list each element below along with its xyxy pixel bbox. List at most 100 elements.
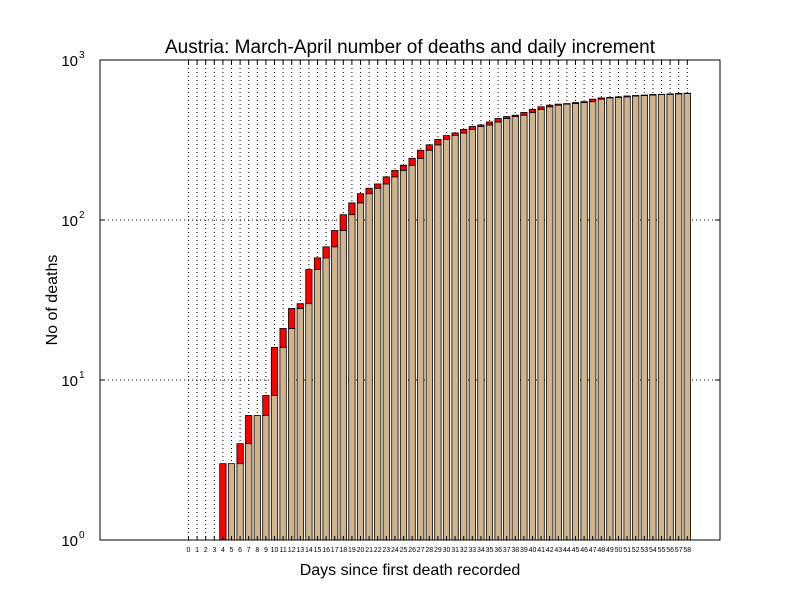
x-tick-label: 9 <box>264 547 268 554</box>
x-tick-label: 18 <box>339 547 347 554</box>
x-tick-label: 29 <box>434 547 442 554</box>
increment-bar <box>590 99 596 101</box>
x-tick-label: 14 <box>305 547 313 554</box>
y-axis-label: No of deaths <box>44 255 61 346</box>
x-tick-label: 43 <box>554 547 562 554</box>
increment-bar <box>409 158 415 165</box>
x-tick-label: 44 <box>563 547 571 554</box>
x-tick-label: 51 <box>623 547 631 554</box>
x-tick-label: 41 <box>537 547 545 554</box>
cumulative-bar <box>435 145 441 540</box>
x-tick-label: 50 <box>615 547 623 554</box>
x-tick-label: 3 <box>212 547 216 554</box>
increment-bar <box>383 177 389 184</box>
x-axis-label: Days since first death recorded <box>300 562 521 579</box>
x-tick-label: 42 <box>546 547 554 554</box>
increment-bar <box>366 188 372 193</box>
cumulative-bar <box>486 125 492 540</box>
cumulative-bar <box>375 188 381 540</box>
cumulative-bar <box>418 158 424 540</box>
cumulative-bar <box>590 102 596 540</box>
x-tick-label: 20 <box>357 547 365 554</box>
increment-bar <box>529 109 535 112</box>
increment-bar <box>547 105 553 107</box>
x-tick-label: 55 <box>658 547 666 554</box>
cumulative-bar <box>228 464 234 540</box>
cumulative-bar <box>383 184 389 540</box>
increment-bar <box>486 122 492 125</box>
x-tick-label: 16 <box>322 547 330 554</box>
cumulative-bar <box>667 94 673 540</box>
y-tick-exponent: 3 <box>79 50 85 61</box>
increment-bar <box>375 184 381 188</box>
increment-bar <box>289 308 295 328</box>
increment-bar <box>512 115 518 116</box>
increment-bar <box>624 96 630 97</box>
x-tick-label: 15 <box>314 547 322 554</box>
x-tick-label: 19 <box>348 547 356 554</box>
x-tick-label: 30 <box>443 547 451 554</box>
cumulative-bar <box>297 308 303 540</box>
y-tick-label: 10 <box>61 213 78 230</box>
cumulative-bar <box>289 328 295 540</box>
cumulative-bar <box>529 112 535 540</box>
x-tick-label: 52 <box>632 547 640 554</box>
y-tick-label: 10 <box>61 373 78 390</box>
cumulative-bar <box>246 444 252 540</box>
cumulative-bar <box>340 230 346 540</box>
x-tick-label: 58 <box>683 547 691 554</box>
increment-bar <box>452 133 458 136</box>
x-tick-label: 46 <box>580 547 588 554</box>
cumulative-bar <box>495 122 501 540</box>
cumulative-bar <box>684 93 690 540</box>
x-tick-label: 37 <box>503 547 511 554</box>
increment-bar <box>469 127 475 130</box>
increment-bar <box>426 145 432 150</box>
y-tick-label: 10 <box>61 533 78 550</box>
increment-bar <box>555 104 561 105</box>
cumulative-bar <box>426 150 432 540</box>
x-tick-label: 34 <box>477 547 485 554</box>
cumulative-bar <box>323 258 329 540</box>
x-tick-label: 1 <box>195 547 199 554</box>
x-tick-label: 7 <box>247 547 251 554</box>
cumulative-bar <box>349 215 355 540</box>
cumulative-bar <box>478 127 484 540</box>
increment-bar <box>650 94 656 95</box>
x-tick-label: 28 <box>425 547 433 554</box>
increment-bar <box>340 215 346 231</box>
cumulative-bar <box>521 115 527 540</box>
x-tick-label: 49 <box>606 547 614 554</box>
x-tick-label: 33 <box>468 547 476 554</box>
increment-bar <box>615 97 621 98</box>
increment-bar <box>443 136 449 140</box>
x-tick-label: 35 <box>486 547 494 554</box>
x-tick-label: 47 <box>589 547 597 554</box>
increment-bar <box>314 258 320 270</box>
increment-bar <box>349 203 355 215</box>
increment-bar <box>297 304 303 309</box>
y-tick-exponent: 0 <box>79 530 85 541</box>
cumulative-bar <box>658 94 664 540</box>
cumulative-bar <box>254 415 260 540</box>
increment-bar <box>521 112 527 115</box>
cumulative-bar <box>357 203 363 540</box>
cumulative-bar <box>504 118 510 540</box>
cumulative-bar <box>650 95 656 540</box>
bars-layer <box>220 93 691 540</box>
x-tick-label: 4 <box>221 547 225 554</box>
x-tick-label: 38 <box>511 547 519 554</box>
x-tick-label: 11 <box>279 547 286 554</box>
cumulative-bar <box>366 194 372 540</box>
cumulative-bar <box>400 170 406 540</box>
cumulative-bar <box>280 347 286 540</box>
cumulative-bar <box>452 136 458 540</box>
increment-bar <box>280 328 286 347</box>
x-tick-label: 26 <box>408 547 416 554</box>
increment-bar <box>246 415 252 443</box>
x-tick-label: 24 <box>391 547 399 554</box>
cumulative-bar <box>409 165 415 540</box>
cumulative-bar <box>615 97 621 540</box>
x-tick-label: 2 <box>204 547 208 554</box>
